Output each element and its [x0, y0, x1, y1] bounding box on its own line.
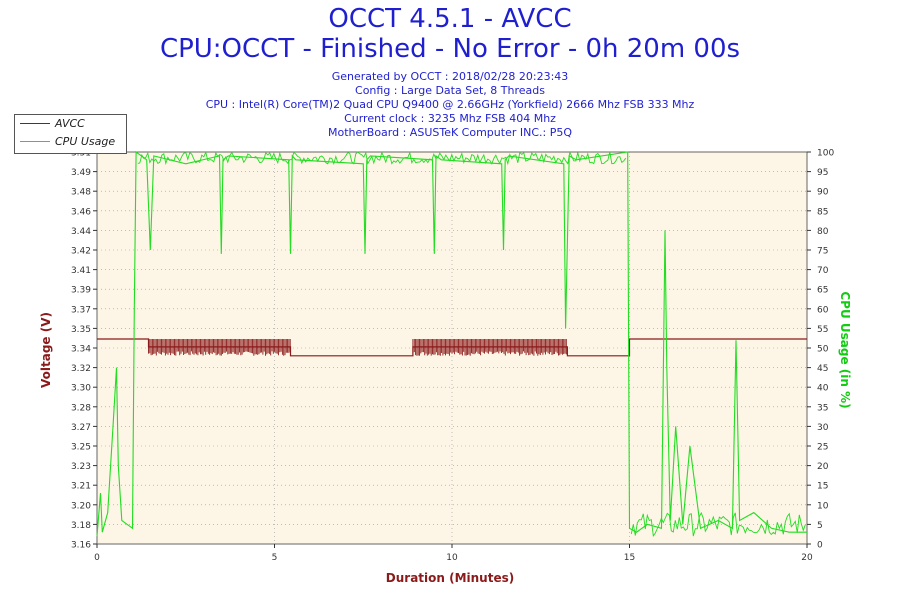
- y-right-tick-label: 45: [817, 364, 828, 374]
- x-tick-label: 10: [446, 553, 458, 563]
- y-right-tick-label: 25: [817, 443, 828, 453]
- y-right-tick-label: 100: [817, 149, 834, 159]
- y-right-tick-label: 40: [817, 384, 829, 394]
- y-left-tick-label: 3.44: [71, 227, 91, 237]
- y-right-tick-label: 55: [817, 325, 828, 335]
- y-left-tick-label: 3.30: [71, 384, 91, 394]
- y-left-tick-label: 3.46: [71, 207, 91, 217]
- y-left-tick-label: 3.42: [71, 247, 91, 257]
- y-right-tick-label: 15: [817, 482, 828, 492]
- info-line-generated: Generated by OCCT : 2018/02/28 20:23:43: [331, 70, 569, 83]
- legend-label-cpu-usage: CPU Usage: [55, 135, 116, 148]
- y-right-tick-label: 35: [817, 403, 828, 413]
- y-right-tick-label: 80: [817, 227, 829, 237]
- y-right-tick-label: 60: [817, 305, 829, 315]
- info-line-cpu: CPU : Intel(R) Core(TM)2 Quad CPU Q9400 …: [205, 98, 695, 111]
- y-left-tick-label: 3.49: [71, 168, 91, 178]
- series-cpu-usage-jitter: [137, 150, 627, 166]
- legend-item-cpu-usage: CPU Usage: [15, 133, 126, 151]
- y-right-tick-label: 0: [817, 541, 823, 551]
- legend-label-avcc: AVCC: [55, 117, 85, 130]
- y-left-tick-label: 3.32: [71, 364, 91, 374]
- y-right-tick-label: 75: [817, 247, 828, 257]
- y-left-tick-label: 3.27: [71, 423, 91, 433]
- y-right-tick-label: 70: [817, 266, 829, 276]
- y-left-tick-label: 3.48: [71, 188, 91, 198]
- x-tick-label: 15: [624, 553, 635, 563]
- y-right-tick-label: 95: [817, 168, 828, 178]
- y-right-tick-label: 30: [817, 423, 829, 433]
- legend-item-avcc: AVCC: [15, 115, 126, 133]
- y-left-tick-label: 3.23: [71, 462, 91, 472]
- legend-swatch-avcc: [20, 123, 50, 124]
- y-left-tick-label: 3.18: [71, 521, 91, 531]
- chart-subtitle: CPU:OCCT - Finished - No Error - 0h 20m …: [159, 34, 741, 64]
- chart-title: OCCT 4.5.1 - AVCC: [328, 4, 572, 34]
- legend-swatch-cpu-usage: [20, 141, 50, 142]
- series-cpu-usage-idle-jitter: [630, 511, 806, 537]
- y-left-tick-label: 3.25: [71, 443, 91, 453]
- x-tick-label: 0: [94, 553, 100, 563]
- y-left-tick-label: 3.16: [71, 541, 91, 551]
- info-line-clock: Current clock : 3235 Mhz FSB 404 Mhz: [344, 112, 556, 125]
- y-right-tick-label: 5: [817, 521, 823, 531]
- y-right-tick-label: 20: [817, 462, 829, 472]
- x-tick-label: 5: [272, 553, 278, 563]
- x-axis-label: Duration (Minutes): [385, 571, 515, 585]
- info-line-config: Config : Large Data Set, 8 Threads: [355, 84, 545, 97]
- series-avcc-noise: [148, 339, 291, 356]
- y-right-tick-label: 90: [817, 188, 829, 198]
- x-tick-label: 20: [801, 553, 813, 563]
- y-right-tick-label: 65: [817, 286, 828, 296]
- y-right-tick-label: 10: [817, 501, 829, 511]
- y-left-tick-label: 3.20: [71, 501, 91, 511]
- y-left-tick-label: 3.34: [71, 345, 91, 355]
- series-cpu-usage-line: [96, 150, 807, 537]
- y-left-tick-label: 3.28: [71, 403, 91, 413]
- y-left-tick-label: 3.35: [71, 325, 91, 335]
- legend: AVCC CPU Usage: [14, 114, 127, 154]
- y-right-tick-label: 50: [817, 345, 829, 355]
- y-left-tick-label: 3.39: [71, 286, 91, 296]
- y-right-tick-label: 85: [817, 207, 828, 217]
- y-left-tick-label: 3.37: [71, 305, 91, 315]
- info-line-motherboard: MotherBoard : ASUSTeK Computer INC.: P5Q: [327, 126, 572, 139]
- series-avcc-noise: [412, 339, 567, 356]
- y-left-tick-label: 3.21: [71, 482, 91, 492]
- y-left-tick-label: 3.41: [71, 266, 91, 276]
